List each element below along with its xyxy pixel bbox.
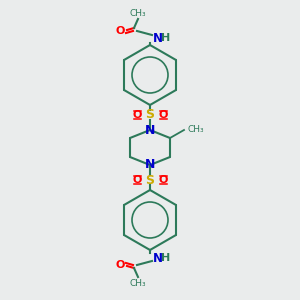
Text: N: N xyxy=(145,158,155,172)
Text: H: H xyxy=(161,33,170,43)
Text: O: O xyxy=(158,175,168,185)
Text: S: S xyxy=(146,109,154,122)
Text: O: O xyxy=(158,110,168,120)
Text: CH₃: CH₃ xyxy=(130,8,146,17)
Text: H: H xyxy=(161,253,170,263)
Text: N: N xyxy=(145,124,155,136)
Text: N: N xyxy=(153,251,163,265)
Text: CH₃: CH₃ xyxy=(188,125,205,134)
Text: O: O xyxy=(132,110,142,120)
Text: N: N xyxy=(153,32,163,44)
Text: O: O xyxy=(115,26,125,36)
Text: O: O xyxy=(115,260,125,270)
Text: CH₃: CH₃ xyxy=(130,278,146,287)
Text: O: O xyxy=(132,175,142,185)
Text: S: S xyxy=(146,173,154,187)
